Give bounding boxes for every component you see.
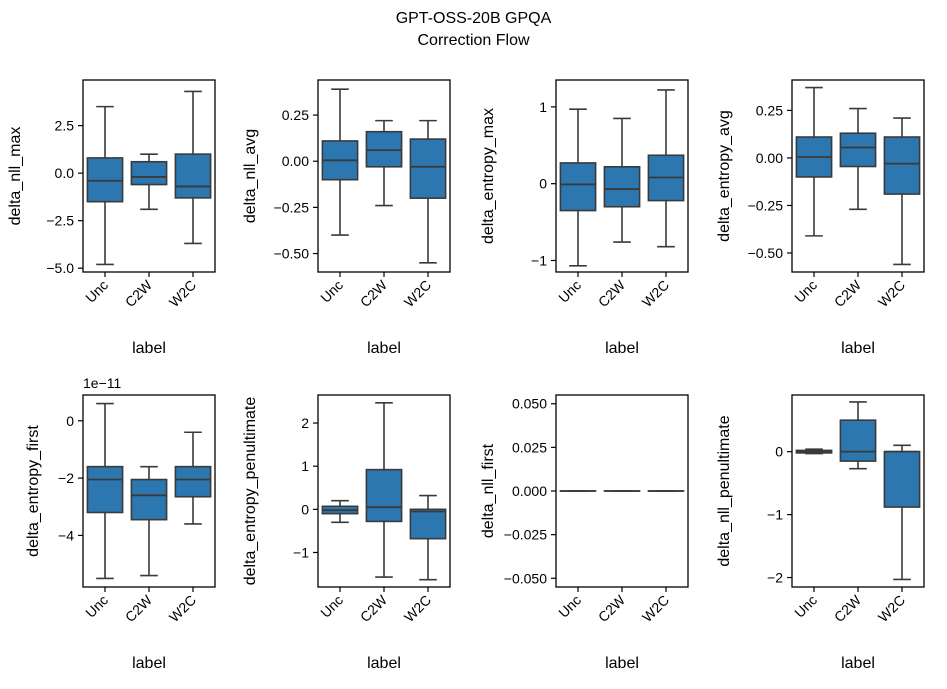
panel-5-ylabel: delta_entropy_first <box>25 425 42 557</box>
panel-8-ytick-label: −1 <box>767 507 783 523</box>
panel-1-ylabel: delta_nll_max <box>7 127 24 226</box>
panel-2-ytick-label: 0.00 <box>282 153 309 169</box>
panel-8-xtick-label: Unc <box>791 592 820 621</box>
panel-2-xlabel: label <box>367 340 401 357</box>
panel-6-xtick-label: Unc <box>317 592 346 621</box>
panel-2-ytick-label: 0.25 <box>282 107 309 123</box>
panel-4-ylabel: delta_entropy_avg <box>716 110 733 242</box>
panel-6-box-c2w <box>366 470 401 522</box>
panel-2-ytick-label: −0.25 <box>274 199 310 215</box>
panel-6-ytick-label: −1 <box>293 544 309 560</box>
panel-5-box-unc <box>87 467 122 513</box>
panel-7-ytick-label: 0.025 <box>512 439 547 455</box>
panel-2-ylabel: delta_nll_avg <box>242 129 259 223</box>
panel-1-xlabel: label <box>132 340 166 357</box>
panel-3-ytick-label: 0 <box>539 176 547 192</box>
panel-8-box-c2w <box>840 420 875 461</box>
panel-4-ytick-label: −0.25 <box>748 197 784 213</box>
panel-6-ytick-label: 2 <box>301 415 309 431</box>
panel-4-box-w2c <box>884 137 919 194</box>
panel-6-box-w2c <box>410 509 445 538</box>
panel-5-offset-label: 1e−11 <box>83 375 121 391</box>
panel-5-xlabel: label <box>132 655 166 672</box>
panel-1-ytick-label: −5.0 <box>46 260 74 276</box>
panel-8-ytick-label: −2 <box>767 570 783 586</box>
panel-4-xtick-label: C2W <box>831 276 865 310</box>
panel-4-box-c2w <box>840 133 875 166</box>
panel-4-xtick-label: W2C <box>875 277 908 310</box>
panel-8-xlabel: label <box>841 655 875 672</box>
panel-2-box-c2w <box>366 132 401 167</box>
panel-5-ytick-label: 0 <box>66 413 74 429</box>
panel-1-ytick-label: −2.5 <box>46 213 74 229</box>
panel-5-xtick-label: W2C <box>166 592 199 625</box>
panel-7-ytick-label: 0.050 <box>512 396 547 412</box>
panel-7-ytick-label: −0.050 <box>504 570 547 586</box>
panel-6-xtick-label: W2C <box>401 592 434 625</box>
box-plot-grid: −5.0 −2.5 0.0 2.5 Unc C2W W2C label delta_nll_ma… <box>0 0 947 689</box>
panel-2-box-w2c <box>410 139 445 198</box>
panel-5-box-w2c <box>175 467 210 497</box>
panel-8-xtick-label: W2C <box>875 592 908 625</box>
panel-8-ylabel: delta_nll_penultimate <box>716 415 733 566</box>
panel-2-xtick-label: Unc <box>317 277 346 306</box>
panel-1-box-c2w <box>131 162 166 185</box>
panel-5-xtick-label: Unc <box>82 592 111 621</box>
panel-6-ytick-label: 1 <box>301 458 309 474</box>
panel-3-ytick-label: 1 <box>539 99 547 115</box>
panel-3-ylabel: delta_entropy_max <box>480 108 497 244</box>
panel-3-box-unc <box>560 163 595 211</box>
panel-1-ytick-label: 0.0 <box>55 165 75 181</box>
panel-2-xtick-label: C2W <box>357 276 391 310</box>
panel-8-xtick-label: C2W <box>831 591 865 625</box>
panel-3-xlabel: label <box>605 340 639 357</box>
panel-5-box-c2w <box>131 480 166 520</box>
panel-4-ytick-label: 0.25 <box>756 102 783 118</box>
panel-7-xtick-label: Unc <box>555 592 584 621</box>
panel-3-xtick-label: C2W <box>595 276 629 310</box>
panel-7-xlabel: label <box>605 655 639 672</box>
panel-5-ytick-label: −2 <box>58 470 74 486</box>
panel-7-xtick-label: W2C <box>639 592 672 625</box>
panel-3-xtick-label: Unc <box>555 277 584 306</box>
panel-7-ytick-label: 0.000 <box>512 483 547 499</box>
panel-5-xtick-label: C2W <box>122 591 156 625</box>
panel-3-xtick-label: W2C <box>639 277 672 310</box>
panel-7-ylabel: delta_nll_first <box>480 443 497 538</box>
panel-8-ytick-label: 0 <box>775 444 783 460</box>
panel-1-xtick-label: W2C <box>166 277 199 310</box>
panel-6-ytick-label: 0 <box>301 501 309 517</box>
panel-2-xtick-label: W2C <box>401 277 434 310</box>
panel-3-ytick-label: −1 <box>531 252 547 268</box>
panel-4-ytick-label: −0.50 <box>748 245 784 261</box>
panel-3-box-c2w <box>604 167 639 207</box>
panel-1-ytick-label: 2.5 <box>55 118 75 134</box>
panel-1-box-w2c <box>175 154 210 198</box>
panel-6-xlabel: label <box>367 655 401 672</box>
panel-1-box-unc <box>87 158 122 202</box>
panel-4-ytick-label: 0.00 <box>756 150 783 166</box>
panel-7-xtick-label: C2W <box>595 591 629 625</box>
panel-1-xtick-label: C2W <box>122 276 156 310</box>
panel-5-ytick-label: −4 <box>58 527 74 543</box>
panel-4-xlabel: label <box>841 340 875 357</box>
panel-4-xtick-label: Unc <box>791 277 820 306</box>
panel-1-xtick-label: Unc <box>82 277 111 306</box>
panel-7-ytick-label: −0.025 <box>504 527 547 543</box>
panel-2-ytick-label: −0.50 <box>274 246 310 262</box>
panel-6-xtick-label: C2W <box>357 591 391 625</box>
panel-6-ylabel: delta_entropy_penultimate <box>242 397 259 586</box>
panel-8-box-w2c <box>884 452 919 507</box>
